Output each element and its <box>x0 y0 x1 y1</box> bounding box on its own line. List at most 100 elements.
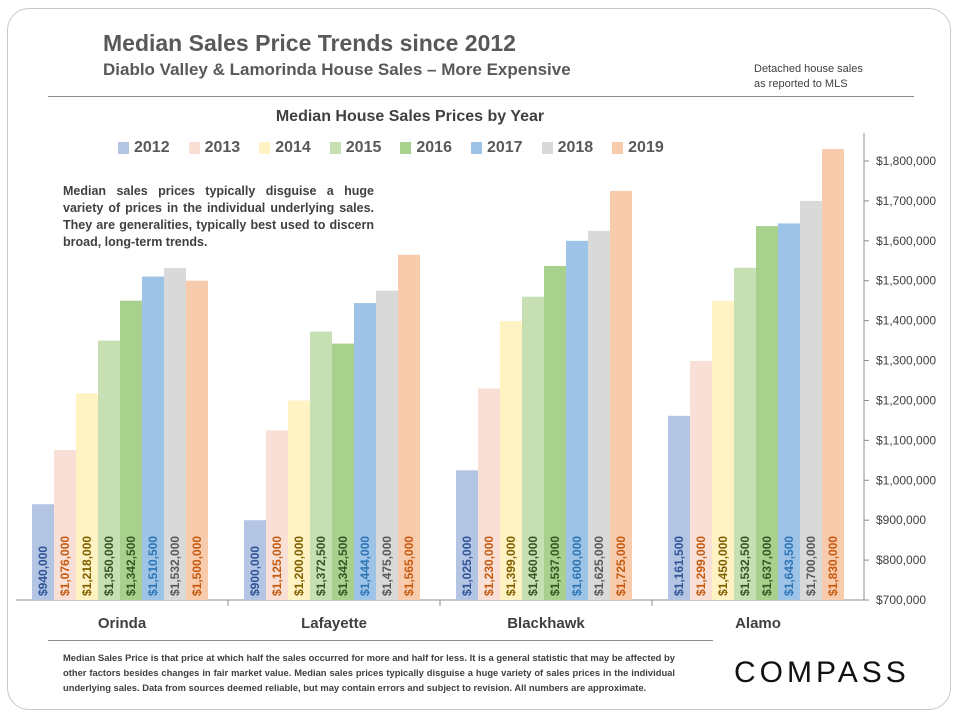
legend-swatch <box>612 142 624 154</box>
bar-2019-lafayette <box>398 254 420 600</box>
footnote: Median Sales Price is that price at whic… <box>63 652 675 694</box>
compass-logo: COMPASS <box>734 656 910 689</box>
legend-label: 2018 <box>557 139 594 156</box>
y-tick-label: $1,200,000 <box>876 393 936 407</box>
page-subtitle: Diablo Valley & Lamorinda House Sales – … <box>103 60 571 79</box>
chart-legend: 2012 2013 2014 2015 2016 2017 2018 2019 <box>118 139 683 157</box>
page-title: Median Sales Price Trends since 2012 <box>103 30 516 56</box>
y-tick-label: $1,000,000 <box>876 473 936 487</box>
bar-2012-lafayette <box>244 520 266 600</box>
bar-2014-blackhawk <box>500 321 522 600</box>
source-note-line-2: as reported to MLS <box>754 78 848 90</box>
bar-2015-alamo <box>734 267 756 600</box>
x-category-label: Blackhawk <box>507 615 585 632</box>
data-label: $1,444,000 <box>358 536 372 596</box>
data-label: $1,342,500 <box>336 536 350 596</box>
bar-2018-orinda <box>164 267 186 600</box>
header-divider <box>48 96 914 97</box>
chart-callout-text: Median sales prices typically disguise a… <box>63 184 374 249</box>
y-tick-label: $1,300,000 <box>876 354 936 368</box>
data-label: $1,510,500 <box>146 536 160 596</box>
bar-2018-alamo <box>800 200 822 600</box>
data-label: $1,342,500 <box>124 536 138 596</box>
bar-2018-blackhawk <box>588 230 610 600</box>
data-label: $1,450,000 <box>716 536 730 596</box>
legend-item-2012: 2012 <box>118 139 170 157</box>
y-tick-label: $900,000 <box>876 513 926 527</box>
y-tick-label: $1,600,000 <box>876 234 936 248</box>
footer-divider <box>48 640 713 641</box>
legend-item-2013: 2013 <box>188 139 241 157</box>
bar-2017-blackhawk <box>566 240 588 600</box>
data-label: $1,500,000 <box>190 536 204 596</box>
data-label: $1,625,000 <box>592 536 606 596</box>
bar-2015-blackhawk <box>522 296 544 600</box>
y-tick-label: $1,700,000 <box>876 194 936 208</box>
legend-label: 2016 <box>416 139 452 156</box>
data-label: $1,537,000 <box>548 536 562 596</box>
data-label: $1,200,000 <box>292 536 306 596</box>
data-label: $1,460,000 <box>526 536 540 596</box>
legend-item-2014: 2014 <box>259 139 311 157</box>
data-label: $900,000 <box>248 546 262 596</box>
bar-2017-lafayette <box>354 303 376 600</box>
legend-swatch <box>259 142 271 154</box>
legend-label: 2019 <box>628 139 664 156</box>
x-category-label: Lafayette <box>301 615 367 632</box>
legend-swatch <box>118 142 129 154</box>
bar-2014-orinda <box>76 393 98 600</box>
legend-swatch <box>329 142 341 154</box>
legend-label: 2017 <box>486 139 523 156</box>
data-label: $1,600,000 <box>570 536 584 596</box>
bar-2012-alamo <box>668 415 690 600</box>
data-label: $1,161,500 <box>672 536 686 596</box>
legend-label: 2013 <box>204 139 241 156</box>
bar-2017-alamo <box>778 223 800 600</box>
bar-2013-lafayette <box>266 430 288 600</box>
data-label: $1,725,000 <box>614 536 628 596</box>
data-label: $1,532,000 <box>168 536 182 596</box>
legend-label: 2012 <box>134 139 170 156</box>
x-category-label: Alamo <box>735 615 781 632</box>
bar-2018-lafayette <box>376 290 398 600</box>
bar-2013-alamo <box>690 360 712 600</box>
bar-2012-blackhawk <box>456 470 478 600</box>
legend-item-2015: 2015 <box>329 139 382 157</box>
data-label: $1,230,000 <box>482 536 496 596</box>
data-label: $1,299,000 <box>694 536 708 596</box>
legend-item-2019: 2019 <box>612 139 664 157</box>
data-label: $1,399,000 <box>504 536 518 596</box>
y-tick-label: $1,400,000 <box>876 314 936 328</box>
legend-swatch <box>400 142 412 154</box>
legend-swatch <box>541 142 553 154</box>
data-label: $1,532,500 <box>738 536 752 596</box>
bar-2014-alamo <box>712 300 734 600</box>
bar-2019-blackhawk <box>610 190 632 600</box>
data-label: $1,076,000 <box>58 536 72 596</box>
data-label: $1,700,000 <box>804 536 818 596</box>
bar-2019-orinda <box>186 280 208 600</box>
data-label: $1,637,000 <box>760 536 774 596</box>
bar-2016-lafayette <box>332 343 354 600</box>
bar-2016-alamo <box>756 226 778 600</box>
data-label: $1,125,000 <box>270 536 284 596</box>
legend-item-2017: 2017 <box>470 139 523 157</box>
legend-swatch <box>470 142 482 154</box>
legend-item-2018: 2018 <box>541 139 594 157</box>
bar-2015-orinda <box>98 340 120 600</box>
y-tick-label: $700,000 <box>876 593 926 607</box>
legend-label: 2015 <box>345 139 382 156</box>
source-note-line-1: Detached house sales <box>754 63 863 75</box>
data-label: $1,643,500 <box>782 536 796 596</box>
data-label: $1,350,000 <box>102 536 116 596</box>
chart-title: Median House Sales Prices by Year <box>275 108 545 125</box>
y-tick-label: $1,800,000 <box>876 154 936 168</box>
legend-label: 2014 <box>275 139 311 156</box>
legend-item-2016: 2016 <box>400 139 452 157</box>
bar-2013-orinda <box>54 449 76 600</box>
legend-swatch <box>188 142 200 154</box>
bar-2019-alamo <box>822 149 844 600</box>
data-label: $1,218,000 <box>80 536 94 596</box>
y-tick-label: $1,500,000 <box>876 274 936 288</box>
